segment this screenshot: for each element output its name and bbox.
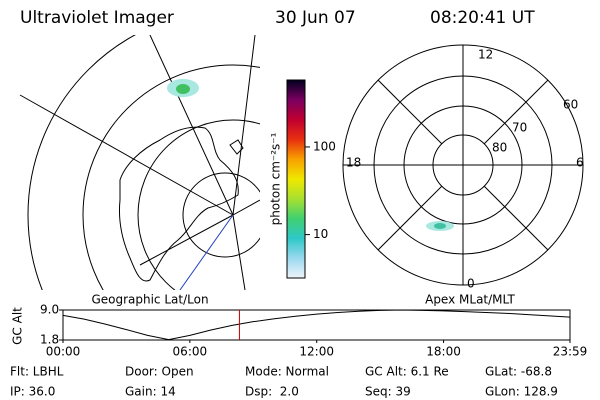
altitude-line	[62, 309, 571, 341]
mlt-label: 12	[478, 48, 493, 62]
mlt-label: 18	[346, 156, 361, 170]
polar-grid	[342, 44, 584, 286]
info-field: GC Alt: 6.1 Re	[365, 365, 449, 379]
panel-label: Geographic Lat/Lon	[91, 293, 208, 307]
colorbar-tick-label: 10	[313, 227, 328, 241]
mlat-label: 80	[492, 141, 507, 155]
info-field: Flt: LBHL	[10, 365, 64, 379]
x-tick-label: 12:00	[299, 345, 334, 359]
info-field: IP: 36.0	[10, 385, 55, 399]
x-tick-label: 18:00	[426, 345, 461, 359]
colorbar	[286, 79, 306, 279]
mlt-label: 0	[467, 277, 475, 291]
x-tick-label: 23:59	[553, 345, 588, 359]
info-field: Gain: 14	[125, 385, 176, 399]
info-field: Door: Open	[125, 365, 194, 379]
x-tick-label: 06:00	[173, 345, 208, 359]
panel-label: Apex MLat/MLT	[425, 293, 515, 307]
y-axis-label: GC Alt	[11, 307, 25, 345]
info-field: GLon: 128.9	[485, 385, 558, 399]
info-field: Dsp: 2.0	[245, 385, 299, 399]
footer: Flt: LBHL Door: Open Mode: Normal GC Alt: 6…	[10, 365, 558, 399]
geo-map	[19, 35, 260, 290]
x-tick-label: 00:00	[46, 345, 81, 359]
mlat-label: 70	[512, 121, 527, 135]
date: 30 Jun 07	[275, 8, 356, 28]
info-field: GLat: -68.8	[485, 365, 552, 379]
mlat-label: 60	[563, 98, 578, 112]
info-field: Seq: 39	[365, 385, 411, 399]
y-tick-label: 1.8	[40, 333, 59, 347]
info-field: Mode: Normal	[245, 365, 329, 379]
mlt-label: 6	[576, 156, 584, 170]
y-tick-label: 9.0	[40, 303, 59, 317]
time: 08:20:41 UT	[430, 8, 535, 28]
colorbar-label: photon cm⁻²s⁻¹	[269, 132, 283, 225]
colorbar-tick-label: 100	[313, 139, 336, 153]
title: Ultraviolet Imager	[20, 8, 174, 28]
